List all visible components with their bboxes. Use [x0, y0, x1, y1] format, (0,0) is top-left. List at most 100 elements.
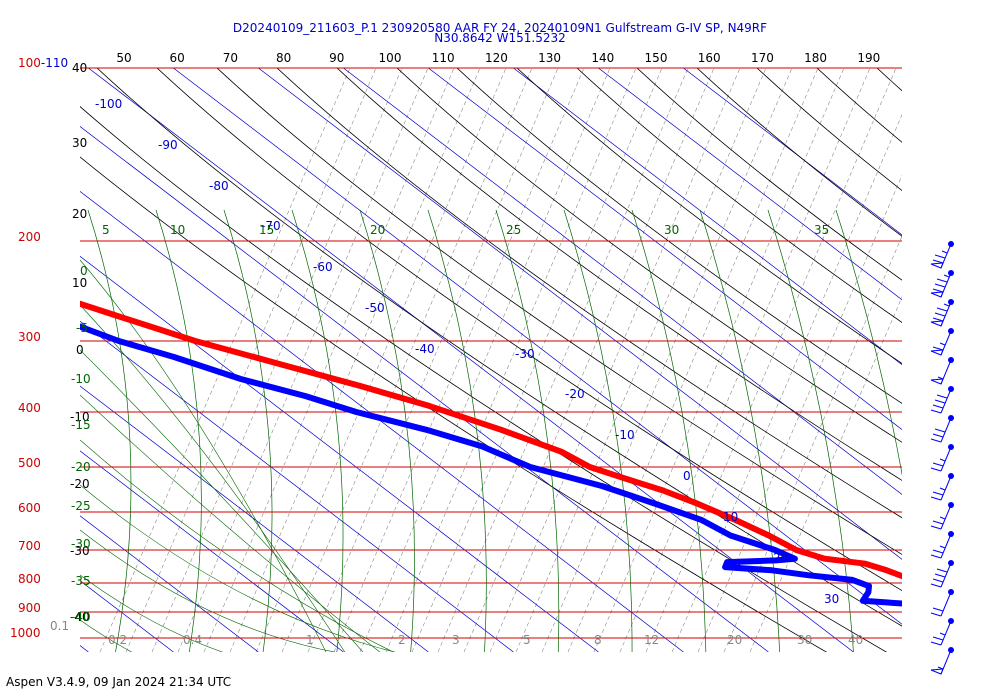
wind-barb-feather	[932, 288, 944, 293]
dry-adiabat-line	[816, 68, 902, 143]
top-axis-label: 160	[698, 51, 721, 65]
wind-barb-staff	[940, 475, 952, 501]
left-axis-label: 40	[72, 61, 87, 75]
isotherm-line	[80, 645, 89, 652]
top-axis-label: 80	[276, 51, 291, 65]
moist-adiabat-label: 35	[814, 223, 829, 237]
moist-adiabat-line	[80, 259, 327, 652]
isotherm-line	[80, 515, 259, 652]
pressure-label-500: 500	[18, 456, 41, 470]
moist-adiabat-label: 5	[102, 223, 110, 237]
isotherm-label: 10	[723, 510, 738, 524]
dry-adiabat-line	[336, 68, 902, 481]
isotherm-label: -20	[565, 387, 585, 401]
wind-barb-feather	[934, 254, 946, 259]
wind-barb	[930, 241, 954, 269]
moist-adiabat-label: -40	[71, 610, 91, 624]
moist-adiabat-label: 0	[80, 264, 88, 278]
left-axis-label: 0	[76, 343, 84, 357]
wind-barb-staff	[940, 417, 952, 443]
mixing-ratio-line	[177, 68, 429, 652]
wind-barb-half-feather	[939, 632, 946, 636]
moist-adiabat-label: 25	[506, 223, 521, 237]
wind-barb-feather	[932, 578, 944, 583]
isotherm-label: 0	[683, 469, 691, 483]
mixing-ratio-line	[333, 68, 585, 652]
wind-barb-staff	[940, 446, 952, 472]
dry-adiabat-line	[276, 68, 902, 519]
left-axis-label: 10	[72, 276, 87, 290]
moist-adiabat-line	[20, 210, 61, 660]
moist-adiabat-line	[631, 209, 707, 652]
mixing-ratio-line	[723, 235, 902, 652]
isotherm-label: -40	[415, 342, 435, 356]
wind-barb	[930, 415, 954, 443]
pressure-label-300: 300	[18, 330, 41, 344]
wind-barb-staff	[940, 562, 952, 588]
mixing-ratio-label: 8	[594, 633, 602, 647]
top-axis-label: 170	[751, 51, 774, 65]
mixing-ratio-label: 2	[398, 633, 406, 647]
wind-barb	[930, 589, 954, 617]
wind-barb-staff	[940, 591, 952, 617]
isotherm-label: 30	[824, 592, 839, 606]
moist-adiabat-label: -35	[71, 574, 91, 588]
wind-barb-feather	[934, 399, 946, 404]
wind-barb-feather	[936, 568, 948, 573]
mixing-ratio-label: 5	[523, 633, 531, 647]
pressure-label-700: 700	[18, 539, 41, 553]
wind-barb-flag	[930, 668, 944, 675]
wind-barb-feather	[930, 612, 942, 617]
moist-adiabat-line	[87, 209, 132, 652]
isotherm-line	[80, 580, 174, 652]
wind-barb-feather	[934, 573, 946, 578]
dry-adiabat-line	[920, 52, 1000, 660]
wind-barb-half-feather	[939, 458, 946, 462]
top-axis-label: 60	[170, 51, 185, 65]
top-axis-label: 150	[645, 51, 668, 65]
wind-barb-feather	[930, 554, 942, 559]
mixing-ratio-label: 12	[644, 633, 659, 647]
mixing-ratio-line	[307, 68, 559, 652]
dry-adiabat-line	[516, 68, 902, 364]
wind-barb-feather	[932, 317, 944, 322]
isotherm-label: -90	[158, 138, 178, 152]
wind-barb-half-feather	[939, 342, 946, 346]
wind-barb-flag	[930, 320, 944, 327]
moist-adiabat-line	[563, 209, 633, 652]
top-axis-label: 140	[591, 51, 614, 65]
pressure-label-200: 200	[18, 230, 41, 244]
wind-barb	[930, 328, 954, 356]
pressure-label-900: 900	[18, 601, 41, 615]
wind-barb-feather	[936, 278, 948, 283]
mixing-ratio-line	[437, 68, 689, 652]
moist-adiabat-line	[80, 574, 224, 652]
top-axis-label: 50	[116, 51, 131, 65]
wind-barb	[930, 560, 954, 588]
mixing-ratio-line	[463, 68, 715, 652]
wind-barb-feather	[932, 259, 944, 264]
mixing-ratio-line	[151, 68, 403, 652]
isotherm-line	[80, 190, 684, 652]
dry-adiabat-line	[696, 68, 902, 237]
wind-barb	[930, 357, 954, 385]
moist-adiabat-label: 30	[664, 223, 679, 237]
mixing-ratio-label: 0.1	[50, 619, 69, 633]
dry-adiabat-line	[216, 68, 902, 555]
mixing-ratio-line	[697, 174, 902, 652]
wind-barb-feather	[932, 433, 944, 438]
wind-barb	[930, 647, 954, 675]
isotherm-label: -30	[515, 347, 535, 361]
isobar-lines	[80, 67, 902, 639]
pressure-label-800: 800	[18, 572, 41, 586]
wind-barb-feather	[932, 520, 944, 525]
wind-barb-feather	[934, 428, 946, 433]
moist-adiabat-line	[80, 349, 364, 652]
pressure-label-100: 100-110	[18, 56, 68, 70]
top-axis-label: 180	[804, 51, 827, 65]
wind-barb-staff	[940, 620, 952, 646]
wind-barb	[930, 386, 954, 414]
pressure-label-600: 600	[18, 501, 41, 515]
